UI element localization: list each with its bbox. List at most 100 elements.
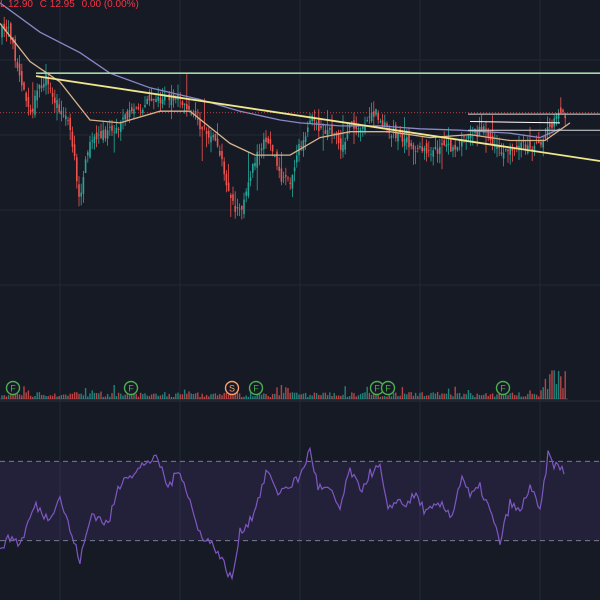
volume-bar (392, 392, 395, 399)
volume-bar (87, 396, 89, 399)
candle-body (142, 109, 144, 114)
volume-bar (58, 396, 60, 399)
volume-bar (375, 392, 377, 399)
volume-bar (337, 395, 340, 399)
candle-body (344, 141, 346, 150)
volume-bar (524, 396, 527, 399)
event-circle (248, 380, 264, 396)
volume-bar (188, 391, 190, 399)
candle-body (117, 128, 120, 130)
candle-body (80, 192, 82, 197)
candle-body (7, 26, 10, 28)
candle-body (109, 127, 111, 128)
volume-bar (82, 395, 85, 399)
volume-bar (535, 394, 538, 399)
volume-bar (117, 392, 120, 399)
volume-bar (214, 393, 217, 399)
volume-bar (527, 393, 529, 399)
rsi-pane[interactable] (0, 446, 600, 581)
volume-bar (469, 393, 472, 399)
candle-body (245, 191, 247, 196)
candle-body (494, 146, 496, 147)
volume-bar (5, 396, 8, 399)
volume-bar (201, 393, 203, 399)
event-label: S (229, 384, 235, 394)
event-label: F (374, 384, 380, 394)
volume-bar (406, 394, 408, 399)
volume-bar (487, 396, 489, 399)
volume-bar (247, 396, 250, 399)
ohlc-legend: L 12.90 C 12.95 0.00 (0.00%) (0, 0, 143, 12)
volume-bar (441, 393, 443, 399)
volume-bar (12, 394, 14, 399)
volume-bar (357, 395, 360, 399)
candle-body (208, 130, 210, 138)
volume-bar (89, 393, 91, 399)
candle-body (309, 120, 311, 124)
candle-body (408, 134, 410, 148)
candle-body (463, 136, 465, 137)
candle-body (201, 126, 203, 130)
candle-body (401, 132, 404, 142)
event-circle (5, 380, 21, 396)
candle-body (410, 143, 412, 146)
volume-bar (276, 387, 278, 399)
volume-bar (434, 393, 437, 399)
candle-body (181, 101, 184, 105)
volume-bar (428, 395, 430, 399)
volume-bar (335, 395, 338, 399)
candle-body (34, 95, 36, 115)
volume-bar (144, 393, 146, 399)
candle-body (93, 136, 96, 144)
volume-bar (498, 392, 500, 399)
volume-bar (324, 392, 327, 399)
candle-body (562, 109, 564, 113)
volume-bar (439, 395, 441, 399)
volume-bar (278, 395, 280, 399)
volume-bar (379, 396, 382, 399)
volume-bar (355, 396, 357, 399)
volume-bar (102, 396, 104, 399)
volume-bar (271, 394, 274, 399)
volume-bar (412, 395, 415, 399)
volume-bar (289, 392, 291, 399)
volume-bar (199, 397, 201, 399)
volume-bar (62, 394, 65, 399)
volume-bar (313, 392, 316, 399)
candle-body (256, 151, 258, 168)
candle-body (40, 85, 43, 89)
candle-body (505, 148, 507, 150)
candle-body (425, 143, 428, 154)
price-pane[interactable] (0, 2, 600, 220)
candle-body (225, 173, 228, 186)
volume-bar (450, 394, 452, 399)
volume-bar (509, 393, 511, 399)
volume-bar (225, 392, 228, 399)
volume-bar (51, 395, 54, 399)
volume-bar (401, 387, 404, 399)
candle-body (236, 207, 239, 209)
candle-body (89, 142, 91, 158)
volume-bar (69, 393, 71, 399)
candle-body (390, 135, 393, 138)
candle-body (436, 148, 439, 154)
candle-body (122, 117, 124, 120)
candle-body (67, 120, 69, 121)
volume-bar (109, 396, 111, 399)
volume-bar (421, 392, 423, 399)
volume-bar (348, 396, 351, 399)
candle-body (161, 99, 164, 105)
candle-body (159, 97, 162, 104)
volume-bar (329, 392, 331, 399)
legend-change: 0.00 (0.00%) (81, 0, 139, 10)
candle-body (203, 125, 206, 127)
candle-body (58, 104, 60, 112)
candle-body (69, 118, 71, 131)
volume-bar (267, 395, 269, 399)
volume-bar (54, 393, 56, 399)
volume-bar (192, 394, 195, 399)
volume-bar (291, 392, 294, 399)
candle-body (32, 108, 34, 112)
candle-body (271, 144, 274, 152)
